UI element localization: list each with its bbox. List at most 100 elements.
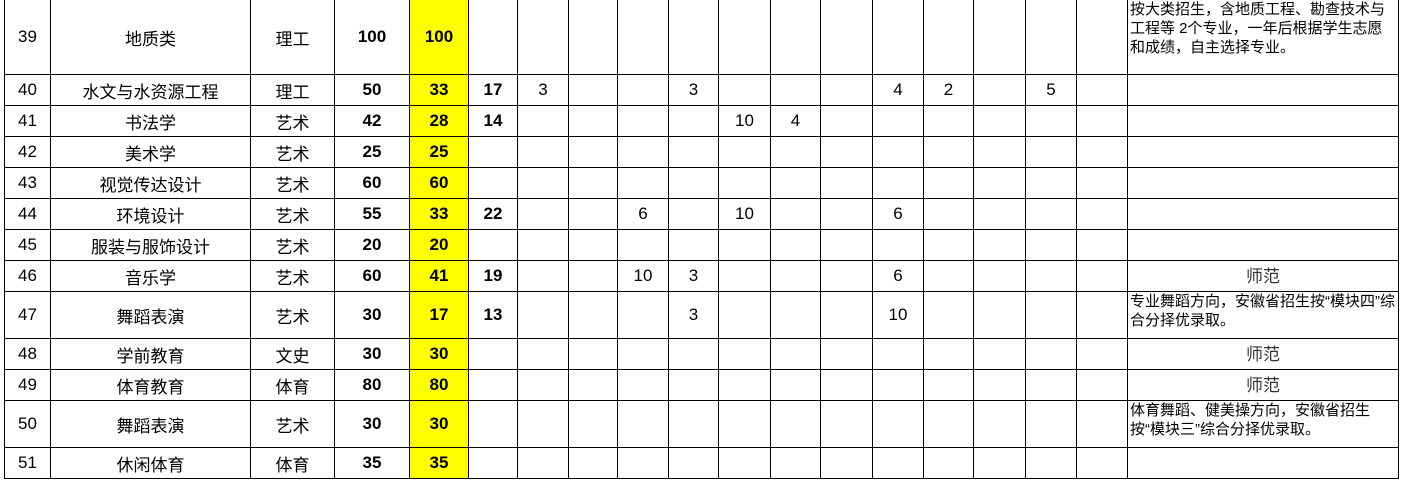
remarks: 体育舞蹈、健美操方向，安徽省招生按“模块三”综合分择优录取。 [1127, 400, 1399, 448]
plan-total: 55 [334, 198, 410, 230]
province-quota [668, 105, 719, 137]
province-quota [617, 400, 669, 448]
province-quota [568, 198, 618, 230]
province-quota [718, 338, 771, 370]
table-row: 39 地质类 理工 100 100 按大类招生，含地质工程、勘查技术与工程等 2个专业，一… [4, 0, 1399, 75]
province-quota [568, 105, 618, 137]
plan-total: 35 [334, 447, 410, 479]
province-quota [973, 291, 1026, 339]
province-quota: 10 [718, 198, 771, 230]
table-row: 47 舞蹈表演 艺术 30 17 13 3 10 专业舞蹈方向，安徽省招生按“模块四”综合分择优… [4, 291, 1399, 339]
table-row: 44 环境设计 艺术 55 33 22 6 10 6 [4, 198, 1399, 230]
table-row: 50 舞蹈表演 艺术 30 30 体育舞蹈、健美操方向，安徽省招生按“模块三”综合分择优录… [4, 400, 1399, 448]
major-name: 休闲体育 [50, 447, 251, 479]
province-quota [517, 260, 569, 292]
province-quota: 6 [872, 260, 924, 292]
province-quota [617, 229, 669, 261]
province-quota [770, 400, 821, 448]
local-quota: 100 [409, 0, 469, 75]
province-quota [568, 291, 618, 339]
major-name: 体育教育 [50, 369, 251, 401]
province-quota [1076, 74, 1128, 106]
province-quota [668, 447, 719, 479]
province-quota [718, 447, 771, 479]
table-row: 49 体育教育 体育 80 80 师范 [4, 369, 1399, 401]
province-quota [718, 260, 771, 292]
province-quota [517, 105, 569, 137]
province-quota [517, 0, 569, 75]
province-quota [568, 0, 618, 75]
remarks [1127, 167, 1399, 199]
province-quota [617, 105, 669, 137]
province-quota [517, 447, 569, 479]
province-quota [770, 369, 821, 401]
province-quota: 4 [770, 105, 821, 137]
province-quota [872, 447, 924, 479]
province-quota [973, 105, 1026, 137]
province-quota [923, 400, 974, 448]
other-quota [468, 400, 518, 448]
province-quota [1076, 369, 1128, 401]
major-name: 美术学 [50, 136, 251, 168]
plan-total: 25 [334, 136, 410, 168]
remarks: 师范 [1127, 369, 1399, 401]
province-quota: 10 [718, 105, 771, 137]
province-quota [923, 447, 974, 479]
table-row: 48 学前教育 文史 30 30 师范 [4, 338, 1399, 370]
province-quota [1025, 198, 1077, 230]
plan-total: 80 [334, 369, 410, 401]
remarks: 专业舞蹈方向，安徽省招生按“模块四”综合分择优录取。 [1127, 291, 1399, 339]
row-number: 45 [4, 229, 51, 261]
major-name: 视觉传达设计 [50, 167, 251, 199]
province-quota [872, 369, 924, 401]
row-number: 42 [4, 136, 51, 168]
table-row: 45 服装与服饰设计 艺术 20 20 [4, 229, 1399, 261]
province-quota [820, 105, 873, 137]
province-quota [1025, 167, 1077, 199]
province-quota [820, 291, 873, 339]
province-quota [1025, 260, 1077, 292]
table-row: 40 水文与水资源工程 理工 50 33 17 3 3 4 2 5 [4, 74, 1399, 106]
table-row: 41 书法学 艺术 42 28 14 10 4 [4, 105, 1399, 137]
province-quota [923, 369, 974, 401]
province-quota [820, 260, 873, 292]
province-quota [568, 136, 618, 168]
province-quota [1076, 136, 1128, 168]
category: 艺术 [250, 105, 335, 137]
province-quota [973, 260, 1026, 292]
province-quota [923, 229, 974, 261]
plan-total: 30 [334, 400, 410, 448]
province-quota [820, 447, 873, 479]
category: 体育 [250, 447, 335, 479]
province-quota [923, 291, 974, 339]
province-quota [517, 229, 569, 261]
row-number: 49 [4, 369, 51, 401]
table-row: 42 美术学 艺术 25 25 [4, 136, 1399, 168]
province-quota [1076, 338, 1128, 370]
plan-total: 30 [334, 291, 410, 339]
local-quota: 80 [409, 369, 469, 401]
province-quota [872, 229, 924, 261]
province-quota [973, 0, 1026, 75]
other-quota: 19 [468, 260, 518, 292]
province-quota [923, 167, 974, 199]
province-quota [568, 74, 618, 106]
province-quota [872, 0, 924, 75]
plan-total: 20 [334, 229, 410, 261]
province-quota [770, 338, 821, 370]
row-number: 51 [4, 447, 51, 479]
province-quota [973, 400, 1026, 448]
province-quota [617, 0, 669, 75]
province-quota [770, 167, 821, 199]
table-row: 46 音乐学 艺术 60 41 19 10 3 6 师范 [4, 260, 1399, 292]
province-quota [617, 167, 669, 199]
category: 理工 [250, 74, 335, 106]
local-quota: 33 [409, 198, 469, 230]
province-quota: 3 [517, 74, 569, 106]
category: 艺术 [250, 260, 335, 292]
plan-total: 50 [334, 74, 410, 106]
remarks [1127, 136, 1399, 168]
enrollment-table: 39 地质类 理工 100 100 按大类招生，含地质工程、勘查技术与工程等 2个专业，一… [4, 0, 1399, 479]
local-quota: 60 [409, 167, 469, 199]
plan-total: 30 [334, 338, 410, 370]
